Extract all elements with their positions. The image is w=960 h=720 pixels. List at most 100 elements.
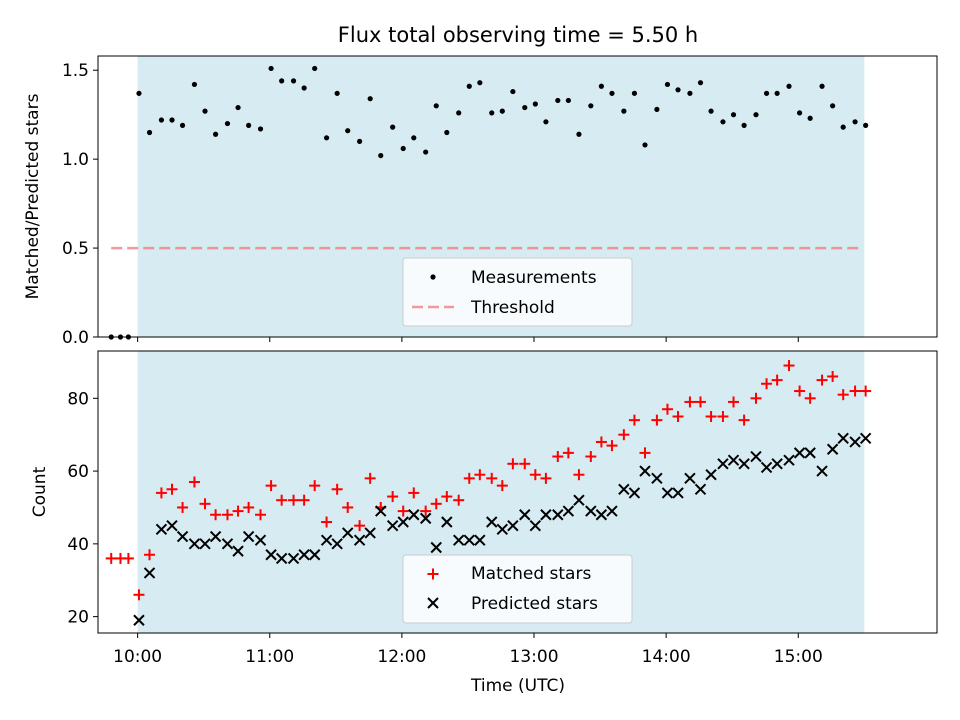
matched-star-point	[585, 451, 597, 463]
cross-stroke-b	[519, 509, 531, 521]
matched-star-point	[309, 480, 321, 492]
x-tick-label: 14:00	[642, 647, 691, 667]
measurement-point	[224, 120, 231, 127]
predicted-star-point	[386, 519, 399, 532]
predicted-star-point	[221, 538, 234, 550]
predicted-star-point	[265, 549, 277, 561]
matched-star-point	[166, 483, 178, 495]
matched-star-point	[387, 491, 399, 503]
predicted-star-point	[783, 454, 795, 466]
matched-star-point	[728, 396, 740, 408]
matched-star-point	[453, 494, 465, 506]
measurement-point	[169, 117, 175, 123]
ratio-axes-frame	[97, 55, 938, 338]
cross-stroke-b	[639, 465, 651, 477]
matched-star-point	[849, 385, 861, 397]
predicted-star-point	[837, 432, 849, 445]
predicted-star-point	[552, 509, 564, 521]
measurement-point	[212, 131, 219, 137]
matched-star-point	[827, 370, 839, 382]
predicted-star-point	[562, 505, 575, 517]
cross-stroke-b	[386, 519, 399, 532]
predicted-star-point	[661, 487, 674, 499]
cross-stroke-b	[573, 494, 585, 506]
predicted-star-point	[176, 530, 189, 543]
predicted-star-point	[804, 447, 816, 459]
predicted-star-point	[540, 509, 552, 521]
legend-measurement-marker	[430, 274, 436, 280]
matched-star-point	[519, 458, 531, 470]
predicted-star-point	[585, 505, 597, 517]
matched-star-point	[397, 505, 409, 517]
matched-star-point	[606, 440, 618, 452]
matched-star-point	[750, 392, 762, 404]
y-tick-label: 80	[67, 389, 89, 409]
cross-stroke-b	[651, 472, 663, 485]
cross-stroke-b	[496, 523, 509, 536]
matched-star-point	[672, 410, 684, 422]
measurement-point	[268, 65, 274, 72]
matched-star-point	[420, 505, 432, 517]
cross-stroke-b	[166, 519, 178, 532]
predicted-star-point	[595, 509, 608, 521]
measurement-point	[323, 135, 330, 141]
predicted-star-point	[397, 516, 409, 528]
measurement-point	[334, 90, 340, 96]
measurement-point	[357, 138, 363, 144]
cross-stroke-b	[133, 614, 145, 626]
measurement-point	[840, 124, 846, 130]
predicted-star-point	[639, 465, 651, 477]
matched-star-point	[794, 385, 806, 397]
predicted-star-point	[750, 450, 762, 463]
measurement-point	[235, 104, 241, 111]
predicted-star-point	[672, 487, 684, 499]
measurement-point	[753, 112, 759, 118]
predicted-star-point	[375, 505, 387, 517]
predicted-star-point	[694, 483, 707, 495]
legend-measurements-label: Measurements	[471, 268, 597, 288]
cross-stroke-b	[793, 447, 806, 459]
cross-stroke-b	[585, 505, 597, 517]
counts-y-ticks: 20 40 60 80	[67, 389, 98, 628]
measurement-point	[786, 83, 792, 89]
measurement-point	[621, 108, 627, 114]
matched-stars-series	[105, 360, 872, 601]
matched-star-point	[507, 458, 519, 470]
cross-stroke-b	[265, 549, 277, 561]
cross-stroke-b	[209, 530, 222, 543]
cross-stroke-b	[540, 509, 552, 521]
x-tick-label: 12:00	[377, 647, 426, 667]
cross-stroke-b	[760, 461, 773, 474]
matched-star-point	[321, 516, 333, 528]
matched-star-point	[255, 509, 267, 521]
predicted-star-point	[529, 519, 542, 532]
matched-star-point	[661, 403, 673, 415]
y-tick-label: 0.5	[62, 239, 89, 259]
matched-star-point	[573, 469, 585, 481]
cross-stroke-b	[672, 487, 684, 499]
cross-stroke-b	[430, 541, 442, 554]
measurement-point	[654, 106, 660, 112]
counts-y-label: Count	[30, 466, 50, 517]
matched-star-point	[804, 392, 816, 404]
matched-star-point	[837, 389, 849, 401]
predicted-star-point	[209, 530, 222, 543]
matched-star-point	[783, 360, 795, 372]
measurement-point	[741, 122, 747, 128]
matched-star-point	[210, 509, 222, 521]
predicted-star-point	[738, 458, 750, 470]
cross-stroke-b	[684, 472, 696, 485]
cross-stroke-b	[595, 509, 608, 521]
legend-predicted-marker	[427, 597, 439, 609]
measurement-point	[819, 83, 825, 89]
predicted-star-point	[793, 447, 806, 459]
matched-star-point	[618, 429, 630, 441]
cross-stroke-b	[452, 534, 465, 546]
matched-star-point	[860, 385, 872, 397]
matched-star-point	[430, 498, 442, 510]
predicted-star-point	[287, 552, 300, 565]
measurement-point	[202, 108, 208, 114]
predicted-star-point	[727, 454, 740, 466]
matched-star-point	[816, 374, 828, 386]
